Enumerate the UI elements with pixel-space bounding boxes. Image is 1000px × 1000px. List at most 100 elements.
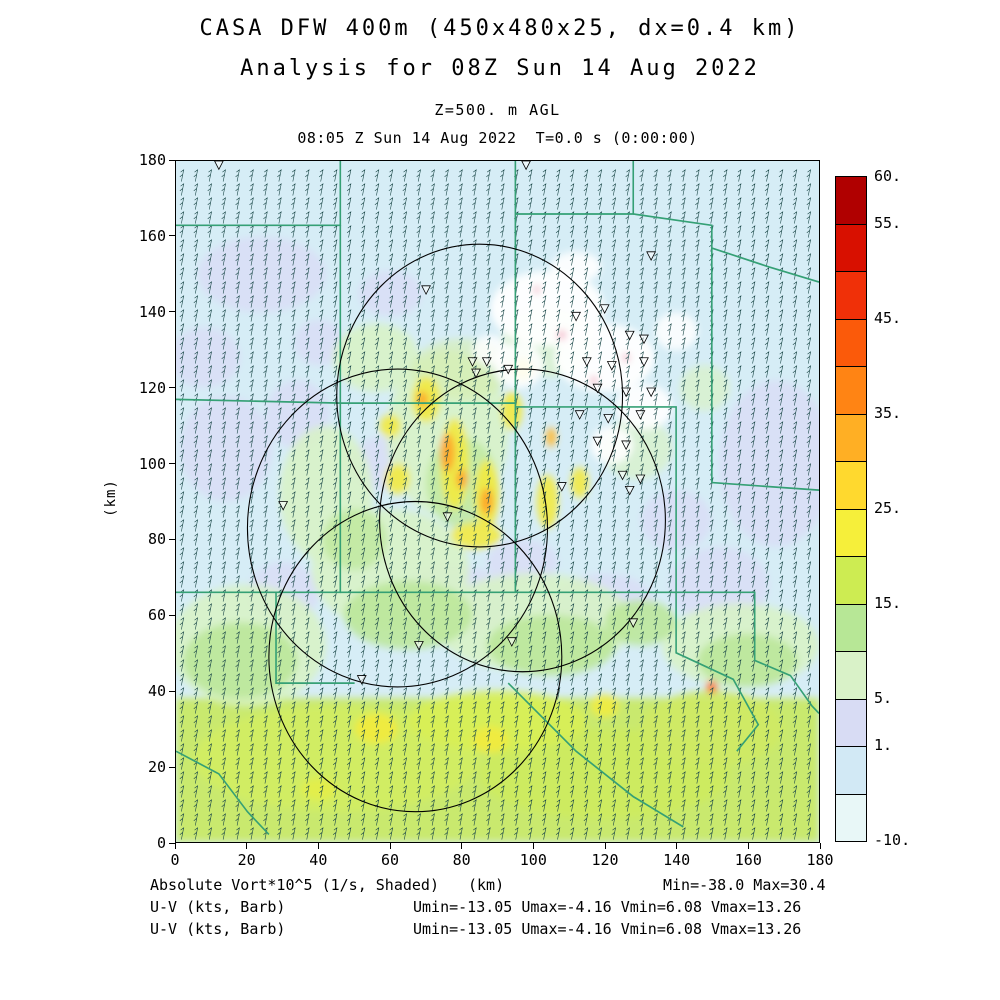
- colorbar-segment: [836, 461, 866, 509]
- station-marker: [621, 387, 632, 398]
- county-boundary: [275, 592, 355, 684]
- station-marker: [592, 383, 603, 394]
- colorbar-segment: [836, 603, 866, 651]
- county-boundary: [633, 213, 713, 483]
- vorticity-region: [354, 713, 398, 744]
- station-marker: [506, 637, 517, 647]
- vorticity-region: [179, 395, 273, 502]
- colorbar-segment: [836, 318, 866, 366]
- station-marker: [617, 470, 628, 481]
- x-tick-label: 60: [380, 851, 400, 869]
- station-marker: [646, 251, 657, 261]
- radar-range-circle: [268, 500, 563, 813]
- vorticity-region: [536, 475, 559, 528]
- radar-range-circle: [336, 243, 624, 548]
- chart-subtitle: Analysis for 08Z Sun 14 Aug 2022: [240, 56, 760, 81]
- x-tick-mark: [819, 843, 821, 849]
- station-marker: [467, 357, 478, 367]
- vorticity-map-svg: [176, 161, 819, 842]
- vorticity-region: [706, 680, 718, 693]
- vorticity-region: [679, 365, 730, 411]
- station-marker: [503, 364, 514, 375]
- vorticity-region: [668, 546, 769, 623]
- colorbar-tick-label: 35.: [874, 404, 902, 423]
- colorbar-segment: [836, 366, 866, 414]
- station-marker: [603, 414, 614, 424]
- colorbar-segment: [836, 746, 866, 794]
- vorticity-region: [343, 580, 473, 650]
- station-marker: [571, 311, 582, 322]
- y-tick-mark: [169, 842, 175, 844]
- y-tick-mark: [169, 614, 175, 616]
- vorticity-region: [408, 690, 587, 752]
- county-boundary: [507, 682, 684, 828]
- station-marker: [278, 501, 289, 511]
- station-marker: [481, 357, 492, 367]
- uv-stats-2: Umin=-13.05 Umax=-4.16 Vmin=6.08 Vmax=13…: [413, 920, 802, 938]
- station-marker: [635, 410, 646, 420]
- x-axis-label: (km): [468, 876, 505, 894]
- map-root: [176, 161, 819, 842]
- vorticity-region: [604, 599, 677, 646]
- field-min-max: Min=-38.0 Max=30.4: [663, 876, 826, 894]
- station-marker: [471, 368, 482, 379]
- colorbar-tick-label: -10.: [874, 831, 911, 849]
- y-tick-mark: [169, 463, 175, 465]
- x-tick-label: 40: [309, 851, 328, 869]
- y-tick-label: 60: [147, 606, 166, 625]
- y-tick-label: 160: [138, 226, 166, 245]
- radar-range-circle: [379, 368, 666, 673]
- station-marker: [214, 161, 224, 171]
- wind-barbs: [179, 169, 812, 840]
- colorbar-segment: [836, 698, 866, 746]
- x-tick-mark: [747, 843, 749, 849]
- vorticity-region: [654, 312, 698, 351]
- x-tick-label: 100: [519, 851, 547, 869]
- colorbar-tick-label: 1.: [874, 736, 893, 755]
- vorticity-region: [545, 427, 557, 447]
- time-label: 08:05 Z Sun 14 Aug 2022 T=0.0 s (0:00:00…: [297, 129, 698, 147]
- vorticity-region: [456, 469, 468, 489]
- station-marker: [574, 410, 585, 420]
- y-tick-mark: [169, 311, 175, 313]
- station-marker: [635, 474, 646, 485]
- vorticity-region: [551, 251, 602, 283]
- colorbar-segment: [836, 413, 866, 461]
- vorticity-region: [501, 391, 523, 430]
- y-tick-mark: [169, 766, 175, 768]
- x-tick-label: 0: [170, 851, 180, 869]
- vorticity-region: [590, 694, 619, 718]
- x-tick-label: 20: [237, 851, 256, 869]
- vorticity-region: [472, 335, 509, 366]
- x-tick-mark: [532, 843, 534, 849]
- colorbar-tick-label: 15.: [874, 593, 902, 612]
- colorbar-tick-label: 60.: [874, 167, 902, 185]
- county-boundary: [675, 592, 760, 752]
- station-marker: [592, 436, 603, 447]
- vorticity-region: [533, 285, 541, 294]
- colorbar-segment: [836, 508, 866, 556]
- y-tick-label: 100: [138, 454, 166, 473]
- county-boundary: [676, 591, 819, 714]
- colorbar-segment: [836, 651, 866, 699]
- county-boundary: [515, 406, 677, 593]
- x-tick-label: 80: [452, 851, 471, 869]
- x-tick-mark: [676, 843, 678, 849]
- shaded-field-caption: Absolute Vort*10^5 (1/s, Shaded): [150, 876, 439, 894]
- county-boundary: [711, 481, 819, 491]
- vorticity-region: [183, 622, 298, 699]
- station-marker: [581, 357, 592, 367]
- x-tick-mark: [317, 843, 319, 849]
- x-tick-label: 140: [663, 851, 691, 869]
- station-marker: [628, 618, 639, 628]
- county-boundary: [176, 750, 270, 836]
- level-label: Z=500. m AGL: [434, 101, 561, 119]
- x-tick-mark: [461, 843, 463, 849]
- vorticity-region: [589, 376, 599, 385]
- x-tick-label: 160: [734, 851, 762, 869]
- colorbar-tick-label: 45.: [874, 309, 902, 328]
- chart-title: CASA DFW 400m (450x480x25, dx=0.4 km): [199, 16, 801, 41]
- colorbar-segment: [836, 177, 866, 224]
- uv-caption-2: U-V (kts, Barb): [150, 920, 286, 938]
